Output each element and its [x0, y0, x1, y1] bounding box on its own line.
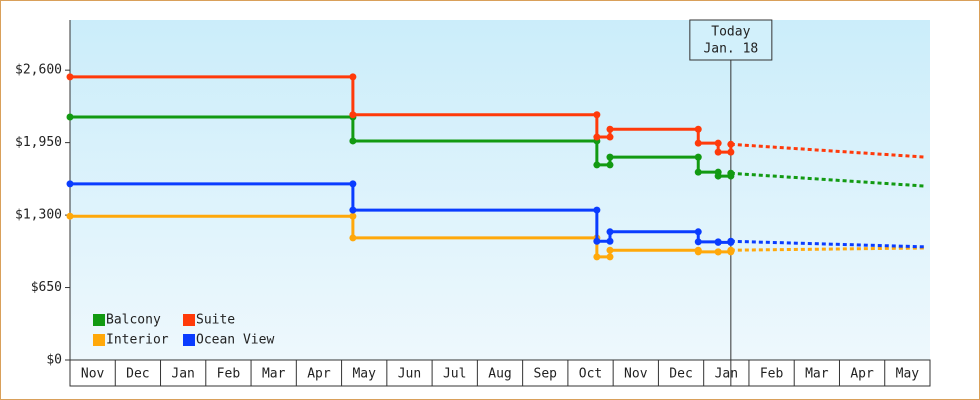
x-axis-band: [69, 359, 931, 387]
legend-label: Suite: [196, 313, 235, 328]
plot-area: [70, 20, 930, 360]
x-tick-label: Jun: [398, 367, 421, 382]
point: [714, 139, 722, 147]
point: [349, 212, 357, 220]
point: [349, 234, 357, 242]
point: [727, 140, 735, 148]
forecast-line: [730, 171, 926, 188]
point: [694, 228, 702, 236]
today-label: Today: [711, 25, 750, 40]
point: [593, 206, 601, 214]
x-tick-label: Dec: [669, 367, 692, 382]
x-tick-label: Sep: [534, 367, 558, 382]
point: [694, 139, 702, 147]
point: [349, 111, 357, 119]
point: [349, 137, 357, 145]
point: [66, 212, 74, 220]
x-tick-label: Mar: [262, 367, 286, 382]
x-tick-label: Mar: [805, 367, 829, 382]
legend-swatch: [93, 314, 105, 326]
forecast-line: [730, 246, 926, 252]
today-label: Jan. 18: [703, 42, 758, 57]
x-tick-label: Jul: [443, 367, 466, 382]
legend-label: Ocean View: [196, 333, 274, 348]
x-tick-label: Nov: [624, 367, 648, 382]
x-tick-label: Dec: [126, 367, 149, 382]
x-tick-label: May: [896, 367, 920, 382]
y-tick-label: $1,950: [15, 135, 62, 150]
point: [66, 180, 74, 188]
point: [727, 169, 735, 177]
point: [694, 248, 702, 256]
legend-swatch: [93, 334, 105, 346]
point: [727, 246, 735, 254]
forecast-line: [730, 239, 926, 249]
x-tick-label: Apr: [307, 367, 331, 382]
today-box: [689, 19, 773, 61]
point: [714, 148, 722, 156]
y-tick-label: $2,600: [15, 63, 62, 78]
legend-label: Balcony: [106, 313, 161, 328]
point: [714, 248, 722, 256]
x-tick-label: Apr: [850, 367, 874, 382]
y-tick-label: $650: [31, 280, 62, 295]
x-tick-label: Feb: [217, 367, 241, 382]
point: [66, 113, 74, 121]
point: [606, 153, 614, 161]
point: [593, 253, 601, 261]
x-tick-label: Jan: [715, 367, 738, 382]
legend-swatch: [183, 314, 195, 326]
forecast-line: [730, 142, 926, 159]
point: [694, 125, 702, 133]
point: [727, 148, 735, 156]
y-tick-label: $1,300: [15, 208, 62, 223]
point: [727, 237, 735, 245]
point: [714, 238, 722, 246]
point: [714, 172, 722, 180]
point: [694, 168, 702, 176]
point: [606, 246, 614, 254]
x-tick-label: Aug: [488, 367, 511, 382]
point: [349, 206, 357, 214]
x-tick-label: May: [352, 367, 376, 382]
point: [593, 237, 601, 245]
point: [593, 133, 601, 141]
x-tick-label: Nov: [81, 367, 105, 382]
point: [606, 228, 614, 236]
point: [606, 253, 614, 261]
point: [606, 237, 614, 245]
point: [606, 161, 614, 169]
point: [349, 180, 357, 188]
x-tick-label: Jan: [171, 367, 194, 382]
legend-swatch: [183, 334, 195, 346]
point: [694, 153, 702, 161]
point: [66, 73, 74, 81]
point: [593, 111, 601, 119]
legend-label: Interior: [106, 333, 169, 348]
x-tick-label: Feb: [760, 367, 784, 382]
x-tick-label: Oct: [579, 367, 602, 382]
point: [606, 133, 614, 141]
y-tick-label: $0: [46, 353, 62, 368]
point: [606, 125, 614, 133]
point: [349, 73, 357, 81]
point: [593, 161, 601, 169]
point: [694, 238, 702, 246]
